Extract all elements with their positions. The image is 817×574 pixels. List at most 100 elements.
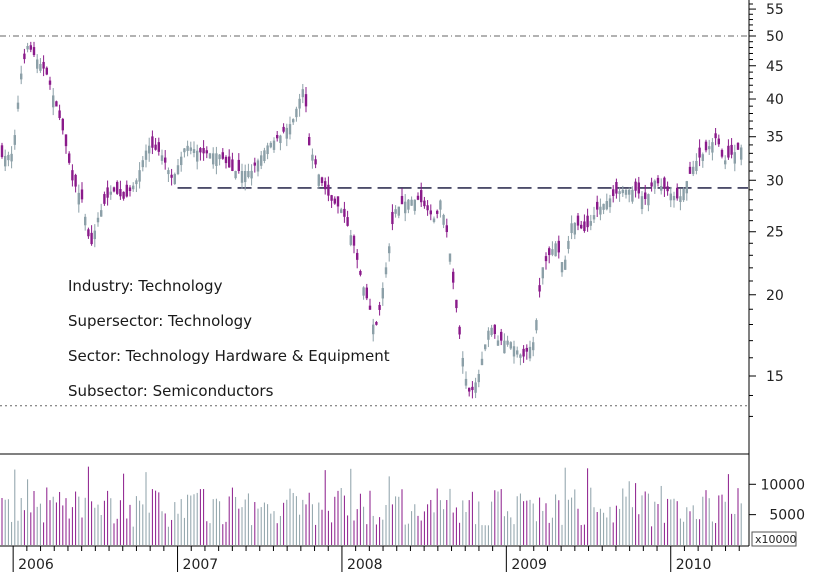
candle-body xyxy=(532,342,535,351)
candle-body xyxy=(13,135,16,145)
candle-body xyxy=(250,170,253,179)
candle-body xyxy=(708,146,711,150)
candle-body xyxy=(16,102,20,109)
candle-body xyxy=(612,189,615,196)
candle-body xyxy=(87,229,90,237)
candle-body xyxy=(669,193,672,201)
candle-body xyxy=(679,196,682,203)
candle-body xyxy=(36,59,39,69)
candle-body xyxy=(202,147,205,154)
candle-body xyxy=(493,324,496,335)
volume-unit-frame xyxy=(751,531,797,547)
candle-body xyxy=(653,180,656,189)
candle-body xyxy=(317,174,320,186)
candle-body xyxy=(29,45,32,50)
candle-body xyxy=(160,155,164,161)
candle-body xyxy=(112,187,116,192)
candle-body xyxy=(365,287,368,299)
candle-body xyxy=(506,340,509,345)
candle-body xyxy=(48,80,52,85)
candle-body xyxy=(256,160,260,172)
candle-body xyxy=(519,354,522,358)
candle-body xyxy=(528,346,532,359)
candle-body xyxy=(586,215,589,228)
volume-unit-box: x10000 xyxy=(751,531,797,547)
candle-body xyxy=(557,240,560,253)
candle-body xyxy=(621,189,624,194)
candle-body xyxy=(269,142,272,148)
candle-body xyxy=(660,185,663,191)
candle-body xyxy=(535,320,538,331)
candle-body xyxy=(384,267,388,275)
candle-body xyxy=(7,154,10,161)
candle-body xyxy=(605,201,608,210)
candle-body xyxy=(96,217,100,223)
candle-body xyxy=(352,235,356,246)
candle-body xyxy=(32,47,36,56)
price-tick-label: 45 xyxy=(766,59,784,75)
candle-body xyxy=(26,45,29,50)
candle-body xyxy=(340,209,343,213)
candle-body xyxy=(624,189,628,195)
time-tick-label: 2009 xyxy=(511,557,547,573)
volume-axis-ticks: 5000 10000 xyxy=(749,477,805,524)
candle-body xyxy=(439,200,442,210)
candle-body xyxy=(397,206,400,216)
price-tick-label: 30 xyxy=(766,173,784,189)
candle-body xyxy=(180,156,183,166)
candle-body xyxy=(634,181,637,191)
candle-body xyxy=(212,153,215,165)
candle-body xyxy=(717,138,720,145)
candle-body xyxy=(285,127,288,139)
candle-body xyxy=(301,89,304,98)
candle-body xyxy=(618,191,621,195)
candle-body xyxy=(279,135,282,144)
reference-lines xyxy=(0,35,748,407)
classification-notes: Industry: Technology Supersector: Techno… xyxy=(68,277,390,400)
candle-body xyxy=(592,215,596,220)
candle-body xyxy=(484,344,487,350)
axes xyxy=(0,0,750,547)
candle-body xyxy=(327,184,330,196)
time-tick-label: 2010 xyxy=(676,557,712,573)
candle-body xyxy=(272,140,276,150)
candle-body xyxy=(727,145,730,158)
time-axis-ticks: 2006 2007 2008 2009 2010 xyxy=(12,546,740,573)
candle-body xyxy=(10,153,13,162)
candle-body xyxy=(362,287,365,296)
candle-body xyxy=(724,160,727,165)
candle-body xyxy=(663,177,666,189)
candle-body xyxy=(704,141,708,151)
candle-body xyxy=(221,152,224,159)
candle-body xyxy=(496,340,500,346)
candle-body xyxy=(525,347,528,352)
candle-body xyxy=(320,177,324,183)
volume-unit-label: x10000 xyxy=(755,533,797,546)
candle-body xyxy=(4,155,7,167)
candle-body xyxy=(474,382,477,393)
candle-body xyxy=(183,148,186,153)
time-tick-label: 2007 xyxy=(183,557,219,573)
candle-body xyxy=(404,201,407,214)
candle-body xyxy=(666,186,669,192)
candle-body xyxy=(631,189,634,202)
candle-body xyxy=(288,124,292,135)
candle-body xyxy=(589,221,592,226)
candle-body xyxy=(378,304,381,310)
candle-body xyxy=(570,223,573,234)
candle-body xyxy=(266,145,269,155)
candle-body xyxy=(311,154,314,161)
candle-body xyxy=(407,199,410,210)
candle-body xyxy=(551,249,554,255)
candle-body xyxy=(263,150,266,162)
candle-body xyxy=(298,98,301,109)
candle-body xyxy=(324,181,327,190)
candle-body xyxy=(692,166,695,175)
candle-body xyxy=(237,159,240,171)
candle-body xyxy=(71,170,74,181)
candle-body xyxy=(218,154,221,160)
candle-body xyxy=(128,187,132,192)
time-tick-label: 2006 xyxy=(18,557,54,573)
candle-body xyxy=(564,259,567,270)
candle-body xyxy=(394,209,397,214)
